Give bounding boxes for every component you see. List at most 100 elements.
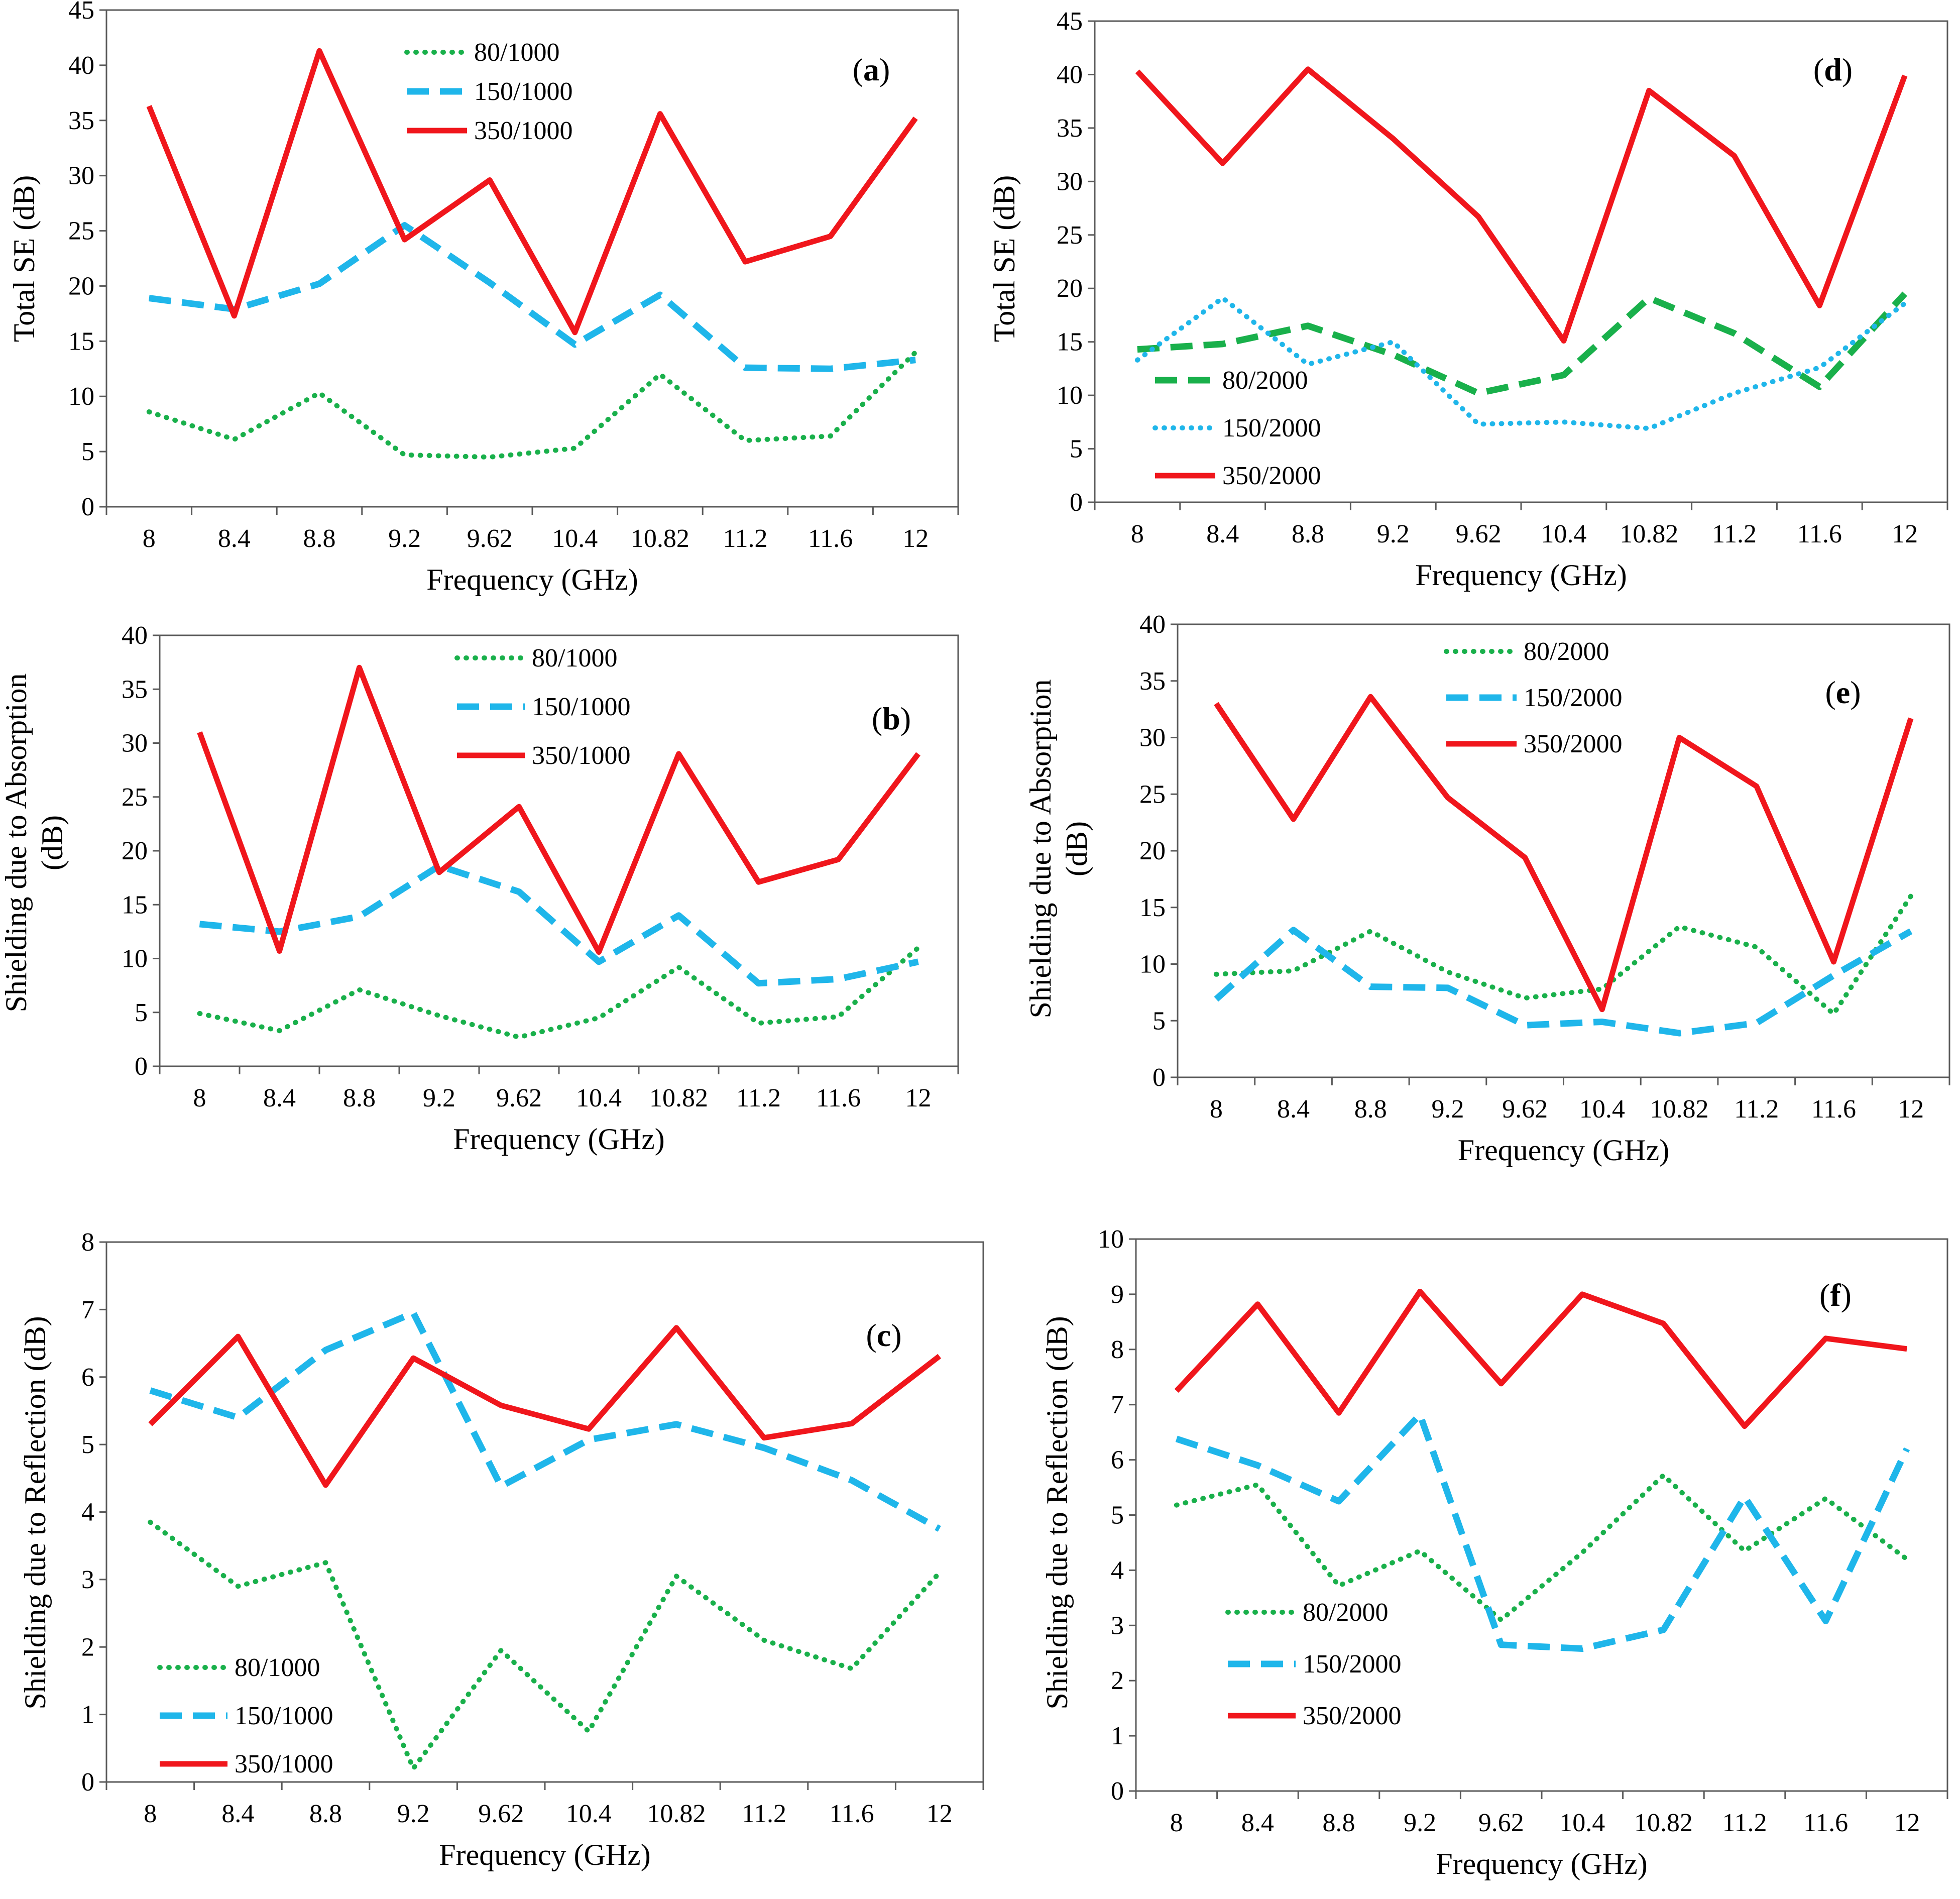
y-tick-label: 20 [68, 272, 94, 300]
y-tick-label: 40 [122, 621, 148, 650]
legend-label: 150/1000 [532, 693, 630, 721]
plot-area-border [105, 1241, 984, 1783]
panel-label-letter: a [863, 52, 879, 87]
x-tick-label: 9.2 [1431, 1095, 1464, 1124]
y-tick-label: 5 [1152, 1007, 1166, 1035]
x-tick-label: 8 [1170, 1809, 1183, 1837]
x-tick-label: 8.4 [1241, 1809, 1274, 1837]
x-tick-label: 11.6 [808, 524, 853, 553]
panel-label: (c) [866, 1317, 901, 1353]
panel-label-close: ) [879, 52, 890, 87]
x-tick-label: 8.4 [218, 524, 251, 553]
x-tick-label: 9.62 [496, 1084, 542, 1112]
panel-label-close: ) [1850, 675, 1861, 710]
x-axis-title: Frequency (GHz) [1458, 1134, 1670, 1167]
x-tick-label: 9.2 [1377, 520, 1410, 548]
y-tick-label: 9 [1111, 1280, 1124, 1309]
x-tick-label: 10.4 [576, 1084, 622, 1112]
legend-label: 350/1000 [532, 741, 630, 770]
chart-panel-b: 0 5 10 15 20 25 30 35 40 8 8.4 8.8 9.2 9.62 10.4 10.82 1… [0, 621, 959, 1156]
x-tick-label: 8.4 [1277, 1095, 1310, 1124]
y-tick-label: 2 [1111, 1666, 1124, 1695]
y-axis-title: Total SE (dB) [988, 175, 1021, 342]
y-tick-label: 3 [81, 1566, 94, 1594]
y-tick-label: 45 [1057, 7, 1083, 36]
y-tick-label: 5 [1111, 1501, 1124, 1530]
legend-label: 150/1000 [235, 1702, 333, 1730]
y-tick-label: 25 [1057, 221, 1083, 250]
y-tick-label: 15 [1057, 328, 1083, 357]
legend-label: 80/2000 [1524, 637, 1609, 666]
x-tick-label: 9.62 [467, 524, 513, 553]
chart-panel-e: 0 5 10 15 20 25 30 35 40 8 8.4 8.8 9.2 9.62 10.4 10.82 1… [1024, 610, 1950, 1167]
x-tick-label: 8 [1131, 520, 1144, 548]
x-axis-title: Frequency (GHz) [426, 563, 638, 596]
y-axis-title: Shielding due to Reflection (dB) [19, 1316, 52, 1709]
series-line-150-1000 [149, 1309, 941, 1532]
series-line-150-1000 [199, 862, 919, 987]
x-tick-label: 8.4 [221, 1800, 254, 1828]
y-axis-title: Total SE (dB) [8, 175, 41, 342]
legend-label: 350/2000 [1303, 1702, 1401, 1730]
series-line-350-2000 [1135, 66, 1908, 344]
x-tick-label: 9.62 [1478, 1809, 1524, 1837]
y-tick-label: 40 [1057, 60, 1083, 89]
series-line-80-1000 [148, 1519, 942, 1771]
panel-label-close: ) [891, 1317, 901, 1353]
y-axis-title-line: (dB) [1060, 821, 1093, 876]
series-line-350-2000 [1214, 694, 1914, 1013]
x-tick-label: 8.8 [309, 1800, 342, 1828]
x-tick-label: 9.2 [388, 524, 421, 553]
x-tick-label: 8 [144, 1800, 157, 1828]
y-tick-label: 0 [81, 1768, 94, 1797]
x-tick-label: 9.62 [1456, 520, 1502, 548]
chart-panel-d: 0 5 10 15 20 25 30 35 40 45 8 8.4 8.8 9.2 9.62 10.4 10.8… [988, 7, 1948, 592]
y-tick-label: 35 [68, 106, 94, 135]
x-tick-label: 12 [905, 1084, 932, 1112]
y-tick-label: 15 [122, 890, 148, 919]
x-tick-label: 8 [1210, 1095, 1223, 1124]
x-tick-label: 9.2 [1404, 1809, 1436, 1837]
panel-label: (e) [1825, 675, 1861, 710]
legend: 80/1000 150/1000 350/1000 [404, 38, 572, 145]
panel-label: (a) [853, 52, 890, 87]
series-line-80-1000 [146, 350, 918, 460]
x-tick-label: 11.2 [736, 1084, 781, 1112]
y-tick-label: 7 [81, 1295, 94, 1324]
series-line-150-2000 [1175, 1411, 1910, 1652]
y-tick-label: 15 [1139, 893, 1166, 922]
y-tick-label: 35 [1057, 114, 1083, 143]
panel-label-open: ( [1825, 675, 1835, 710]
x-tick-label: 8.4 [1206, 520, 1239, 548]
y-tick-label: 10 [1057, 381, 1083, 410]
panel-label-open: ( [872, 701, 882, 736]
x-tick-label: 11.6 [830, 1800, 874, 1828]
legend-label: 150/2000 [1524, 684, 1622, 712]
x-tick-label: 11.2 [1712, 520, 1757, 548]
y-tick-label: 5 [135, 998, 148, 1027]
x-tick-label: 8.8 [1354, 1095, 1387, 1124]
panel-label-open: ( [853, 52, 863, 87]
series-line-80-2000 [1137, 291, 1907, 397]
y-tick-label: 20 [122, 837, 148, 865]
x-axis-title: Frequency (GHz) [453, 1123, 665, 1156]
x-tick-label: 11.6 [1811, 1095, 1856, 1124]
series-line-80-2000 [1174, 1473, 1910, 1623]
y-tick-label: 30 [1139, 724, 1166, 752]
series-line-80-2000 [1213, 893, 1914, 1017]
y-tick-label: 30 [1057, 167, 1083, 196]
x-axis-title: Frequency (GHz) [439, 1838, 651, 1871]
y-tick-label: 25 [68, 217, 94, 246]
x-tick-label: 11.2 [1734, 1095, 1779, 1124]
x-tick-label: 10.82 [631, 524, 689, 553]
x-tick-label: 10.4 [1579, 1095, 1625, 1124]
legend-label: 80/1000 [532, 644, 617, 673]
y-tick-label: 10 [1098, 1225, 1124, 1254]
panel-label-letter: d [1824, 52, 1842, 87]
x-tick-label: 8.4 [263, 1084, 296, 1112]
x-tick-label: 8 [193, 1084, 206, 1112]
y-tick-label: 45 [68, 0, 94, 25]
x-tick-label: 9.62 [478, 1800, 524, 1828]
y-axis-title-line: (dB) [36, 815, 69, 870]
y-axis-title: Shielding due to Absorption (dB) [1024, 680, 1093, 1019]
